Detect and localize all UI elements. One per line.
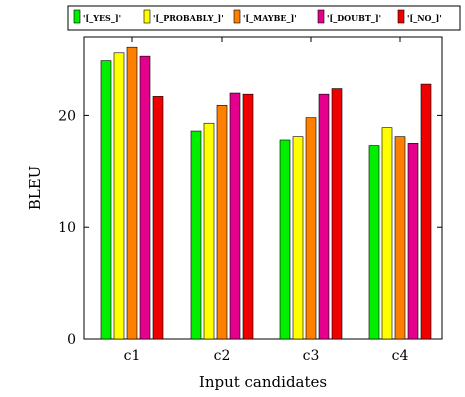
bar	[394, 136, 406, 340]
bar	[126, 46, 138, 340]
legend-label: '[_YES_]'	[83, 13, 121, 23]
bars	[100, 46, 432, 340]
x-axis-label: Input candidates	[199, 373, 327, 391]
bar	[318, 93, 330, 340]
x-tick-label: c1	[124, 348, 141, 364]
legend-swatch	[143, 9, 151, 24]
bar	[229, 92, 241, 340]
bar	[190, 130, 202, 340]
y-tick-label: 0	[67, 332, 76, 348]
legend-swatch	[233, 9, 241, 24]
bar	[381, 127, 393, 340]
bar	[368, 145, 380, 340]
x-tick-label: c4	[392, 348, 409, 364]
legend-swatch	[73, 9, 81, 24]
y-tick-label: 20	[58, 108, 76, 124]
bar	[216, 105, 228, 340]
legend-box	[67, 5, 461, 31]
legend-swatch	[317, 9, 325, 24]
legend: '[_YES_]' '[_PROBABLY_]' '[_MAYBE_]' '[_DOU…	[67, 5, 461, 31]
y-tick-label: 10	[58, 220, 76, 236]
bar	[279, 139, 291, 340]
plot-area-frame	[83, 36, 443, 340]
legend-label: '[_PROBABLY_]'	[153, 13, 224, 23]
bar	[420, 83, 432, 340]
bar	[113, 52, 125, 340]
legend-swatch	[397, 9, 405, 24]
bar	[139, 55, 151, 340]
bar	[203, 122, 215, 340]
bar	[407, 143, 419, 340]
bar	[100, 60, 112, 340]
bar	[292, 136, 304, 340]
y-axis-label: BLEU	[26, 166, 44, 211]
legend-label: '[_DOUBT_]'	[327, 13, 381, 23]
bar	[305, 117, 317, 340]
bar	[242, 93, 254, 340]
x-tick-label: c2	[214, 348, 231, 364]
legend-label: '[_NO_]'	[407, 13, 442, 23]
x-tick-label: c3	[303, 348, 320, 364]
bar	[152, 96, 164, 340]
legend-label: '[_MAYBE_]'	[243, 13, 297, 23]
bar	[331, 88, 343, 340]
